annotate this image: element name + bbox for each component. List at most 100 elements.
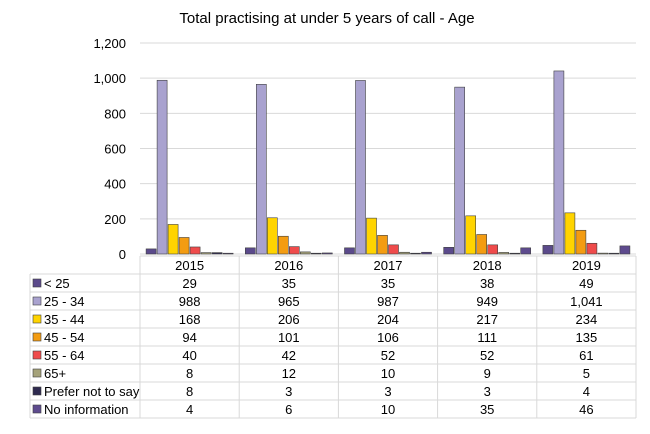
y-tick-label: 200 [104,212,126,227]
bar-2017-0 [344,247,355,255]
legend-label: 25 - 34 [44,294,84,309]
data-label: 217 [476,312,498,327]
data-label: 4 [583,384,590,399]
data-label: 52 [480,348,494,363]
data-label: 49 [579,276,593,291]
data-label: 111 [477,330,497,345]
x-tick-label: 2016 [274,258,303,273]
data-label: 35 [480,402,494,417]
bar-2018-3 [476,234,488,255]
bar-2017-5 [399,251,410,255]
legend-label: 35 - 44 [44,312,84,327]
data-label: 52 [381,348,395,363]
data-label: 101 [278,330,300,345]
y-tick-label: 600 [104,142,126,157]
legend-swatch [32,314,42,324]
bar-2016-2 [266,217,278,255]
bar-2016-3 [277,235,289,255]
bar-2019-5 [597,252,609,255]
data-label: 4 [186,402,193,417]
bar-2016-6 [310,252,322,255]
bar-2019-4 [586,242,598,255]
legend-swatch [32,350,42,360]
data-label: 106 [377,330,399,345]
legend-label: 55 - 64 [44,348,84,363]
bar-2017-1 [355,80,366,255]
bar-2015-1 [156,79,168,255]
legend-label: 65+ [44,366,66,381]
data-label: 46 [579,402,593,417]
data-label: 61 [579,348,593,363]
data-label: 9 [484,366,491,381]
bar-2016-1 [255,84,267,255]
data-label: 234 [576,312,598,327]
legend-swatch [32,368,42,378]
bar-2019-1 [553,70,565,255]
bar-2018-6 [509,252,521,255]
x-tick-label: 2015 [175,258,204,273]
bar-2016-0 [245,247,256,255]
bar-2015-0 [145,248,157,255]
legend-swatch [32,278,42,288]
bar-2019-3 [575,229,587,255]
bar-2018-5 [498,252,510,255]
data-label: 35 [381,276,395,291]
legend-label: < 25 [44,276,70,291]
x-tick-label: 2019 [572,258,601,273]
y-tick-label: 1,200 [93,36,126,51]
data-label: 6 [285,402,292,417]
data-label: 206 [278,312,300,327]
data-label: 3 [484,384,491,399]
data-label: 42 [282,348,296,363]
bar-2019-7 [619,245,631,255]
y-tick-label: 1,000 [93,71,126,86]
data-label: 987 [377,294,399,309]
data-label: 38 [480,276,494,291]
data-label: 1,041 [570,294,603,309]
bar-2018-2 [465,215,477,255]
data-label: 135 [576,330,598,345]
data-label: 988 [179,294,201,309]
y-tick-label: 800 [104,106,126,121]
bar-2015-5 [200,252,212,255]
data-label: 12 [282,366,296,381]
data-label: 965 [278,294,300,309]
bar-2015-3 [178,237,190,255]
bar-2019-6 [608,252,620,255]
data-label: 3 [285,384,292,399]
bar-2018-0 [443,247,455,255]
bar-2017-7 [421,251,432,255]
legend-swatch [32,296,42,306]
legend-label: Prefer not to say [44,384,140,399]
bar-2015-7 [222,252,234,255]
data-label: 10 [381,366,395,381]
data-label: 949 [476,294,498,309]
bar-2018-4 [487,244,499,255]
bar-2017-3 [377,235,388,255]
legend-label: 45 - 54 [44,330,84,345]
bar-2015-2 [167,224,179,255]
bar-2017-2 [366,217,377,255]
y-tick-label: 0 [119,247,126,262]
x-tick-label: 2017 [374,258,403,273]
bar-2019-2 [564,212,576,255]
x-tick-label: 2018 [473,258,502,273]
data-label: 8 [186,366,193,381]
data-label: 29 [182,276,196,291]
data-label: 10 [381,402,395,417]
bar-2016-4 [288,246,300,255]
bar-2015-6 [211,252,223,255]
bar-2017-6 [410,252,421,255]
data-label: 40 [182,348,196,363]
data-label: 168 [179,312,201,327]
y-axis-ticks: 0 200 400 600 800 1,000 1,200 [93,36,126,262]
bar-2016-5 [299,251,311,255]
data-label: 35 [282,276,296,291]
bar-2015-4 [189,246,201,255]
legend-swatch [32,332,42,342]
bar-2019-0 [542,245,554,255]
legend-label: No information [44,402,129,417]
bar-2018-7 [520,247,532,255]
